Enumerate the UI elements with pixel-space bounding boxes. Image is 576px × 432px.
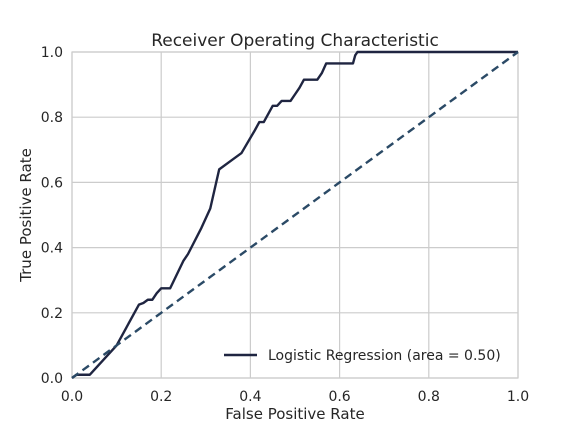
- chance-diagonal-line: [71, 51, 519, 379]
- roc-curve-line: [71, 50, 518, 379]
- x-axis-label: False Positive Rate: [225, 405, 364, 423]
- x-tick-label: 1.0: [507, 389, 529, 405]
- y-tick-label: 0.0: [41, 371, 63, 387]
- x-tick-labels: 0.0 0.2 0.4 0.6 0.8 1.0: [61, 389, 529, 405]
- plot-frame: [71, 51, 519, 379]
- y-tick-label: 0.6: [41, 175, 63, 191]
- y-tick-label: 0.4: [41, 241, 63, 257]
- legend: Logistic Regression (area = 0.50): [224, 348, 501, 364]
- y-tick-labels: 0.0 0.2 0.4 0.6 0.8 1.0: [41, 45, 63, 387]
- chart-title: Receiver Operating Characteristic: [151, 31, 439, 51]
- x-tick-label: 0.6: [328, 389, 350, 405]
- x-tick-label: 0.0: [61, 389, 83, 405]
- x-tick-label: 0.2: [150, 389, 172, 405]
- x-tick-label: 0.4: [239, 389, 261, 405]
- y-tick-label: 1.0: [41, 45, 63, 61]
- legend-label: Logistic Regression (area = 0.50): [268, 348, 501, 364]
- series-layer: [71, 50, 519, 379]
- y-axis-label: True Positive Rate: [17, 148, 35, 283]
- x-tick-label: 0.8: [418, 389, 440, 405]
- y-tick-label: 0.8: [41, 110, 63, 126]
- y-tick-label: 0.2: [41, 306, 63, 322]
